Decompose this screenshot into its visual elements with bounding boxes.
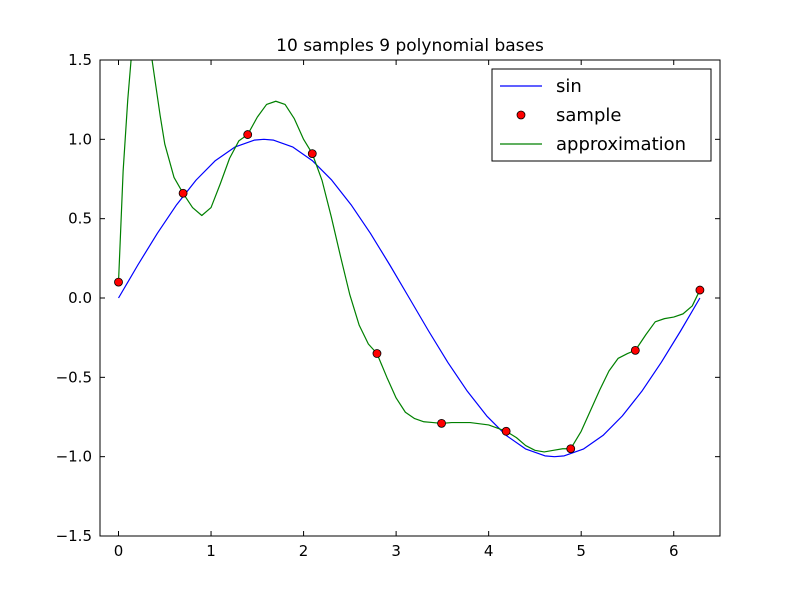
sample-point bbox=[178, 188, 188, 198]
sample-point bbox=[501, 426, 511, 436]
y-tick-label: −1.5 bbox=[56, 527, 92, 545]
y-tick-label: −1.0 bbox=[56, 448, 92, 466]
sample-point bbox=[630, 345, 640, 355]
sample-point bbox=[695, 285, 705, 295]
plot-series bbox=[114, 60, 705, 458]
legend-swatch-sample bbox=[516, 110, 526, 120]
x-tick-label: 2 bbox=[299, 542, 309, 560]
axis-ticks: 0 1 2 3 4 5 6 −1.5 −1.0 −0.5 0.0 0.5 1.0 1.5 bbox=[56, 51, 720, 560]
x-tick-label: 5 bbox=[576, 542, 586, 560]
series-line-approximation bbox=[117, 60, 701, 453]
x-tick-label: 0 bbox=[114, 542, 124, 560]
x-tick-label: 6 bbox=[669, 542, 679, 560]
sample-point bbox=[243, 130, 253, 139]
y-tick-label: 1.5 bbox=[68, 51, 92, 69]
y-tick-label: 1.0 bbox=[68, 130, 92, 148]
sample-point bbox=[372, 349, 382, 358]
sample-point bbox=[437, 418, 446, 428]
chart-title: 10 samples 9 polynomial bases bbox=[276, 36, 544, 56]
sample-point bbox=[307, 149, 317, 159]
legend-label-sin: sin bbox=[556, 76, 582, 97]
plot-area-frame bbox=[99, 59, 721, 537]
y-tick-label: 0.0 bbox=[68, 289, 92, 307]
sample-point bbox=[114, 277, 123, 287]
legend-box bbox=[491, 68, 712, 162]
sample-point bbox=[566, 444, 576, 454]
x-tick-label: 3 bbox=[391, 542, 401, 560]
y-tick-label: −0.5 bbox=[56, 368, 92, 386]
legend-label-approximation: approximation bbox=[556, 134, 686, 155]
legend-label-sample: sample bbox=[556, 105, 621, 126]
legend: sin sample approximation bbox=[491, 68, 712, 162]
x-tick-label: 1 bbox=[206, 542, 216, 560]
series-line-sin bbox=[117, 138, 701, 458]
x-tick-label: 4 bbox=[484, 542, 494, 560]
y-tick-label: 0.5 bbox=[68, 210, 92, 228]
